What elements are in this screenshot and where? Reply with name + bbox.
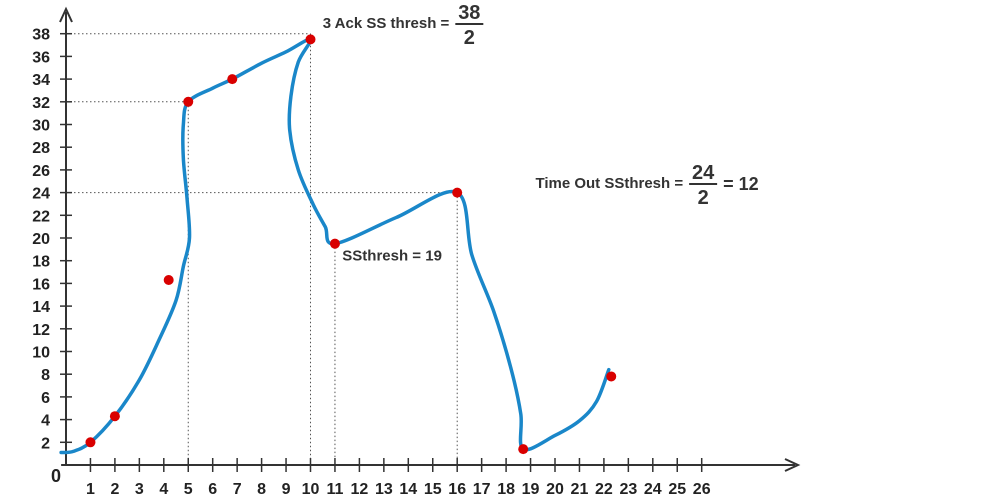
x-tick-label: 22 xyxy=(595,481,613,498)
x-tick-label: 17 xyxy=(473,481,491,498)
y-tick-label: 32 xyxy=(32,95,50,112)
annotation: Time Out SSthresh = 24 2 = 12 xyxy=(535,162,758,209)
y-tick-label: 30 xyxy=(32,118,50,135)
y-tick-label: 26 xyxy=(32,163,50,180)
fraction-denominator: 2 xyxy=(698,187,709,209)
y-tick-label: 8 xyxy=(41,367,50,384)
x-tick-label: 15 xyxy=(424,481,442,498)
x-tick-label: 5 xyxy=(184,481,193,498)
x-tick-label: 7 xyxy=(233,481,242,498)
data-point xyxy=(109,411,120,422)
data-point xyxy=(183,96,194,107)
x-tick-label: 26 xyxy=(693,481,711,498)
y-tick-label: 28 xyxy=(32,140,50,157)
y-tick-label: 38 xyxy=(32,27,50,44)
data-point xyxy=(227,74,238,85)
y-tick-label: 18 xyxy=(32,254,50,271)
y-tick-label: 22 xyxy=(32,208,50,225)
guide-lines xyxy=(66,33,458,465)
x-tick-label: 4 xyxy=(159,481,168,498)
x-tick-label: 20 xyxy=(546,481,564,498)
data-point xyxy=(163,274,174,285)
x-tick-label: 13 xyxy=(375,481,393,498)
y-tick-label: 34 xyxy=(32,72,50,89)
x-tick-label: 8 xyxy=(257,481,266,498)
data-point xyxy=(305,34,316,45)
x-tick-label: 24 xyxy=(644,481,662,498)
fraction-denominator: 2 xyxy=(464,27,475,49)
x-tick-label: 6 xyxy=(208,481,217,498)
y-tick-label: 24 xyxy=(32,186,50,203)
axes: 1 2 3 4 5 6 7 8 9 10 11 12 13 14 15 16 17 18 19 20 21 22 23 24 2… xyxy=(32,6,801,498)
y-tick-label: 2 xyxy=(41,435,50,452)
annotation-text: SSthresh = 19 xyxy=(342,248,442,265)
x-tick-label: 25 xyxy=(668,481,686,498)
annotation: 3 Ack SS thresh = 38 2 xyxy=(323,2,484,49)
fraction-numerator: 24 xyxy=(692,162,715,184)
points-layer xyxy=(85,34,617,455)
y-tick-label: 16 xyxy=(32,276,50,293)
x-axis-arrow xyxy=(784,458,801,472)
y-tick-label: 10 xyxy=(32,345,50,362)
origin-label: 0 xyxy=(51,466,61,486)
x-tick-label: 21 xyxy=(571,481,589,498)
y-tick-label: 6 xyxy=(41,390,50,407)
x-tick-label: 3 xyxy=(135,481,144,498)
cwnd-curve xyxy=(59,37,611,455)
annotation-text: 3 Ack SS thresh = xyxy=(323,15,450,32)
x-tick-label: 18 xyxy=(497,481,515,498)
y-tick-label: 14 xyxy=(32,299,50,316)
curve-layer xyxy=(59,37,611,455)
annotation-suffix: = 12 xyxy=(723,174,759,194)
y-tick-label: 36 xyxy=(32,49,50,66)
x-tick-label: 23 xyxy=(619,481,637,498)
data-point xyxy=(329,238,340,249)
x-tick-label: 12 xyxy=(351,481,369,498)
y-axis-arrow xyxy=(59,6,73,23)
x-tick-label: 19 xyxy=(522,481,540,498)
x-tick-label: 2 xyxy=(110,481,119,498)
x-tick-label: 9 xyxy=(282,481,291,498)
x-tick-label: 1 xyxy=(86,481,95,498)
annotations-layer: 3 Ack SS thresh = 38 2 Time Out SSthresh = 2… xyxy=(323,2,759,265)
data-point xyxy=(85,437,96,448)
annotation-text: Time Out SSthresh = xyxy=(535,175,683,192)
x-tick-label: 14 xyxy=(399,481,417,498)
x-tick-label: 16 xyxy=(448,481,466,498)
x-tick-label: 10 xyxy=(302,481,320,498)
y-tick-label: 4 xyxy=(41,413,50,430)
y-tick-label: 12 xyxy=(32,322,50,339)
fraction-numerator: 38 xyxy=(458,2,480,24)
annotation: SSthresh = 19 xyxy=(342,248,442,265)
data-point xyxy=(518,444,529,455)
data-point xyxy=(606,371,617,382)
y-tick-label: 20 xyxy=(32,231,50,248)
data-point xyxy=(452,187,463,198)
x-tick-label: 11 xyxy=(326,481,343,498)
